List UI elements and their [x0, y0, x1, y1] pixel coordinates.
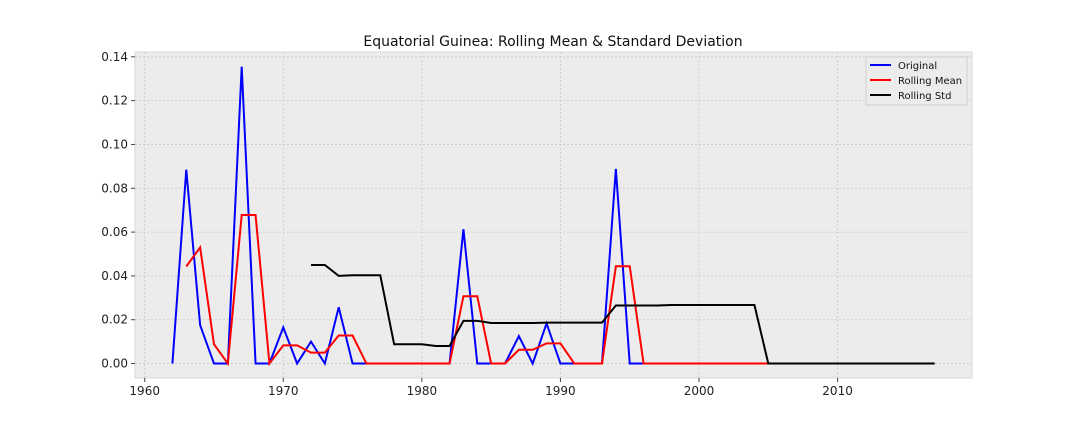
- x-tick-label: 1970: [268, 384, 299, 398]
- y-tick-label: 0.10: [101, 137, 128, 151]
- y-tick-label: 0.02: [101, 313, 128, 327]
- x-tick-label: 2000: [684, 384, 715, 398]
- y-tick-label: 0.08: [101, 181, 128, 195]
- y-tick-label: 0.04: [101, 269, 128, 283]
- plot-area: [134, 51, 973, 379]
- series-layer: [171, 66, 935, 367]
- y-tick-label: 0.06: [101, 225, 128, 239]
- series-line-rolling-std: [310, 263, 935, 365]
- x-tick-label: 1960: [129, 384, 160, 398]
- axis-layer: 1960 1970 1980 1990 2000 2010 0.00 0.02 0.04 0.06…: [101, 50, 853, 398]
- x-tick-label: 2010: [822, 384, 853, 398]
- legend-label-rolling-std: Rolling Std: [898, 91, 951, 102]
- y-tick-label: 0.12: [101, 94, 128, 108]
- x-tick-label: 1990: [545, 384, 576, 398]
- legend-label-original: Original: [898, 61, 937, 72]
- y-tick-label: 0.14: [101, 50, 128, 64]
- legend-label-rolling-mean: Rolling Mean: [898, 76, 962, 87]
- legend: Original Rolling Mean Rolling Std: [865, 56, 968, 106]
- chart-title: Equatorial Guinea: Rolling Mean & Standa…: [363, 34, 742, 50]
- x-tick-label: 1980: [407, 384, 438, 398]
- y-tick-label: 0.00: [101, 357, 128, 371]
